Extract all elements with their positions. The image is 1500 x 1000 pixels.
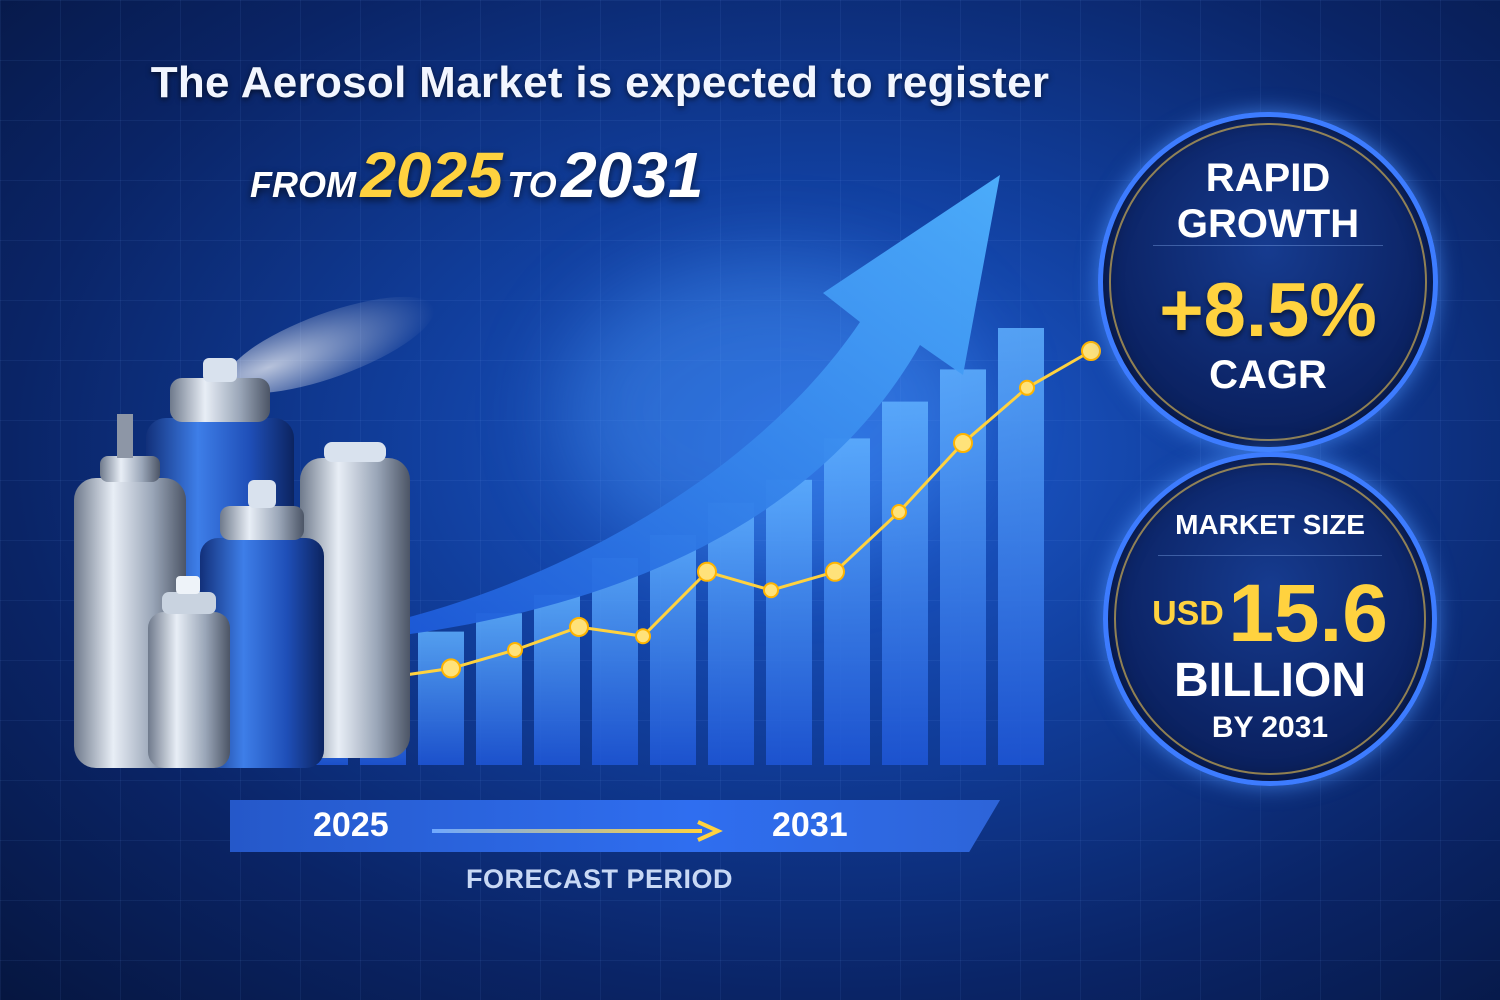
- to-label: TO: [507, 164, 557, 205]
- cagr-heading-line1: RAPID: [1205, 156, 1331, 200]
- spray-mist-icon: [226, 296, 434, 394]
- trend-point: [569, 617, 589, 637]
- timeline-arrow-icon: [432, 820, 723, 842]
- bar-mark: [476, 613, 522, 765]
- bar-mark: [418, 631, 464, 765]
- bar-mark: [998, 328, 1044, 765]
- market-size-magnitude: BILLION: [1174, 654, 1366, 707]
- trend-point: [441, 658, 461, 679]
- trend-point: [891, 504, 907, 520]
- market-size-number: 15.6: [1228, 568, 1388, 659]
- timeline-end: 2031: [772, 806, 848, 844]
- bar-mark: [708, 502, 754, 765]
- trend-point: [697, 561, 717, 582]
- trend-point: [953, 433, 973, 453]
- headline-period: FROM 2025 TO 2031: [250, 138, 703, 212]
- market-size-badge: MARKET SIZE USD 15.6 BILLION BY 2031: [1103, 452, 1437, 786]
- trend-point: [635, 628, 651, 645]
- trend-point: [1019, 379, 1035, 396]
- cagr-heading: RAPID GROWTH: [1103, 155, 1433, 247]
- bar-mark: [766, 479, 812, 765]
- growth-arrow-icon: [345, 175, 1000, 642]
- headline-title: The Aerosol Market is expected to regist…: [150, 58, 1050, 107]
- end-year: 2031: [561, 139, 704, 211]
- trend-point: [1081, 341, 1101, 361]
- divider: [1158, 555, 1382, 556]
- trend-point: [825, 561, 845, 582]
- market-size-value: USD 15.6: [1108, 567, 1432, 661]
- cagr-unit: CAGR: [1209, 353, 1327, 397]
- cagr-badge: RAPID GROWTH +8.5% CAGR: [1098, 112, 1438, 452]
- divider: [1153, 245, 1383, 246]
- forecast-period-label: FORECAST PERIOD: [466, 864, 734, 894]
- aerosol-cans-icon: [74, 358, 410, 768]
- bar-mark: [650, 535, 696, 765]
- cagr-value: +8.5%: [1159, 268, 1377, 353]
- badge-ring: [1109, 123, 1427, 441]
- market-size-label: MARKET SIZE: [1175, 509, 1365, 540]
- start-year: 2025: [360, 139, 503, 211]
- trend-point: [507, 642, 523, 658]
- trend-point: [763, 582, 779, 599]
- timeline-start: 2025: [313, 806, 389, 844]
- market-size-year: BY 2031: [1211, 711, 1329, 744]
- timeline-bar: [230, 800, 1000, 852]
- bar-mark: [882, 401, 928, 765]
- bar-mark: [824, 438, 870, 765]
- currency-label: USD: [1152, 594, 1224, 633]
- badge-ring: [1114, 463, 1426, 775]
- from-label: FROM: [250, 164, 356, 205]
- cagr-heading-line2: GROWTH: [1176, 202, 1360, 246]
- bar-mark: [592, 558, 638, 765]
